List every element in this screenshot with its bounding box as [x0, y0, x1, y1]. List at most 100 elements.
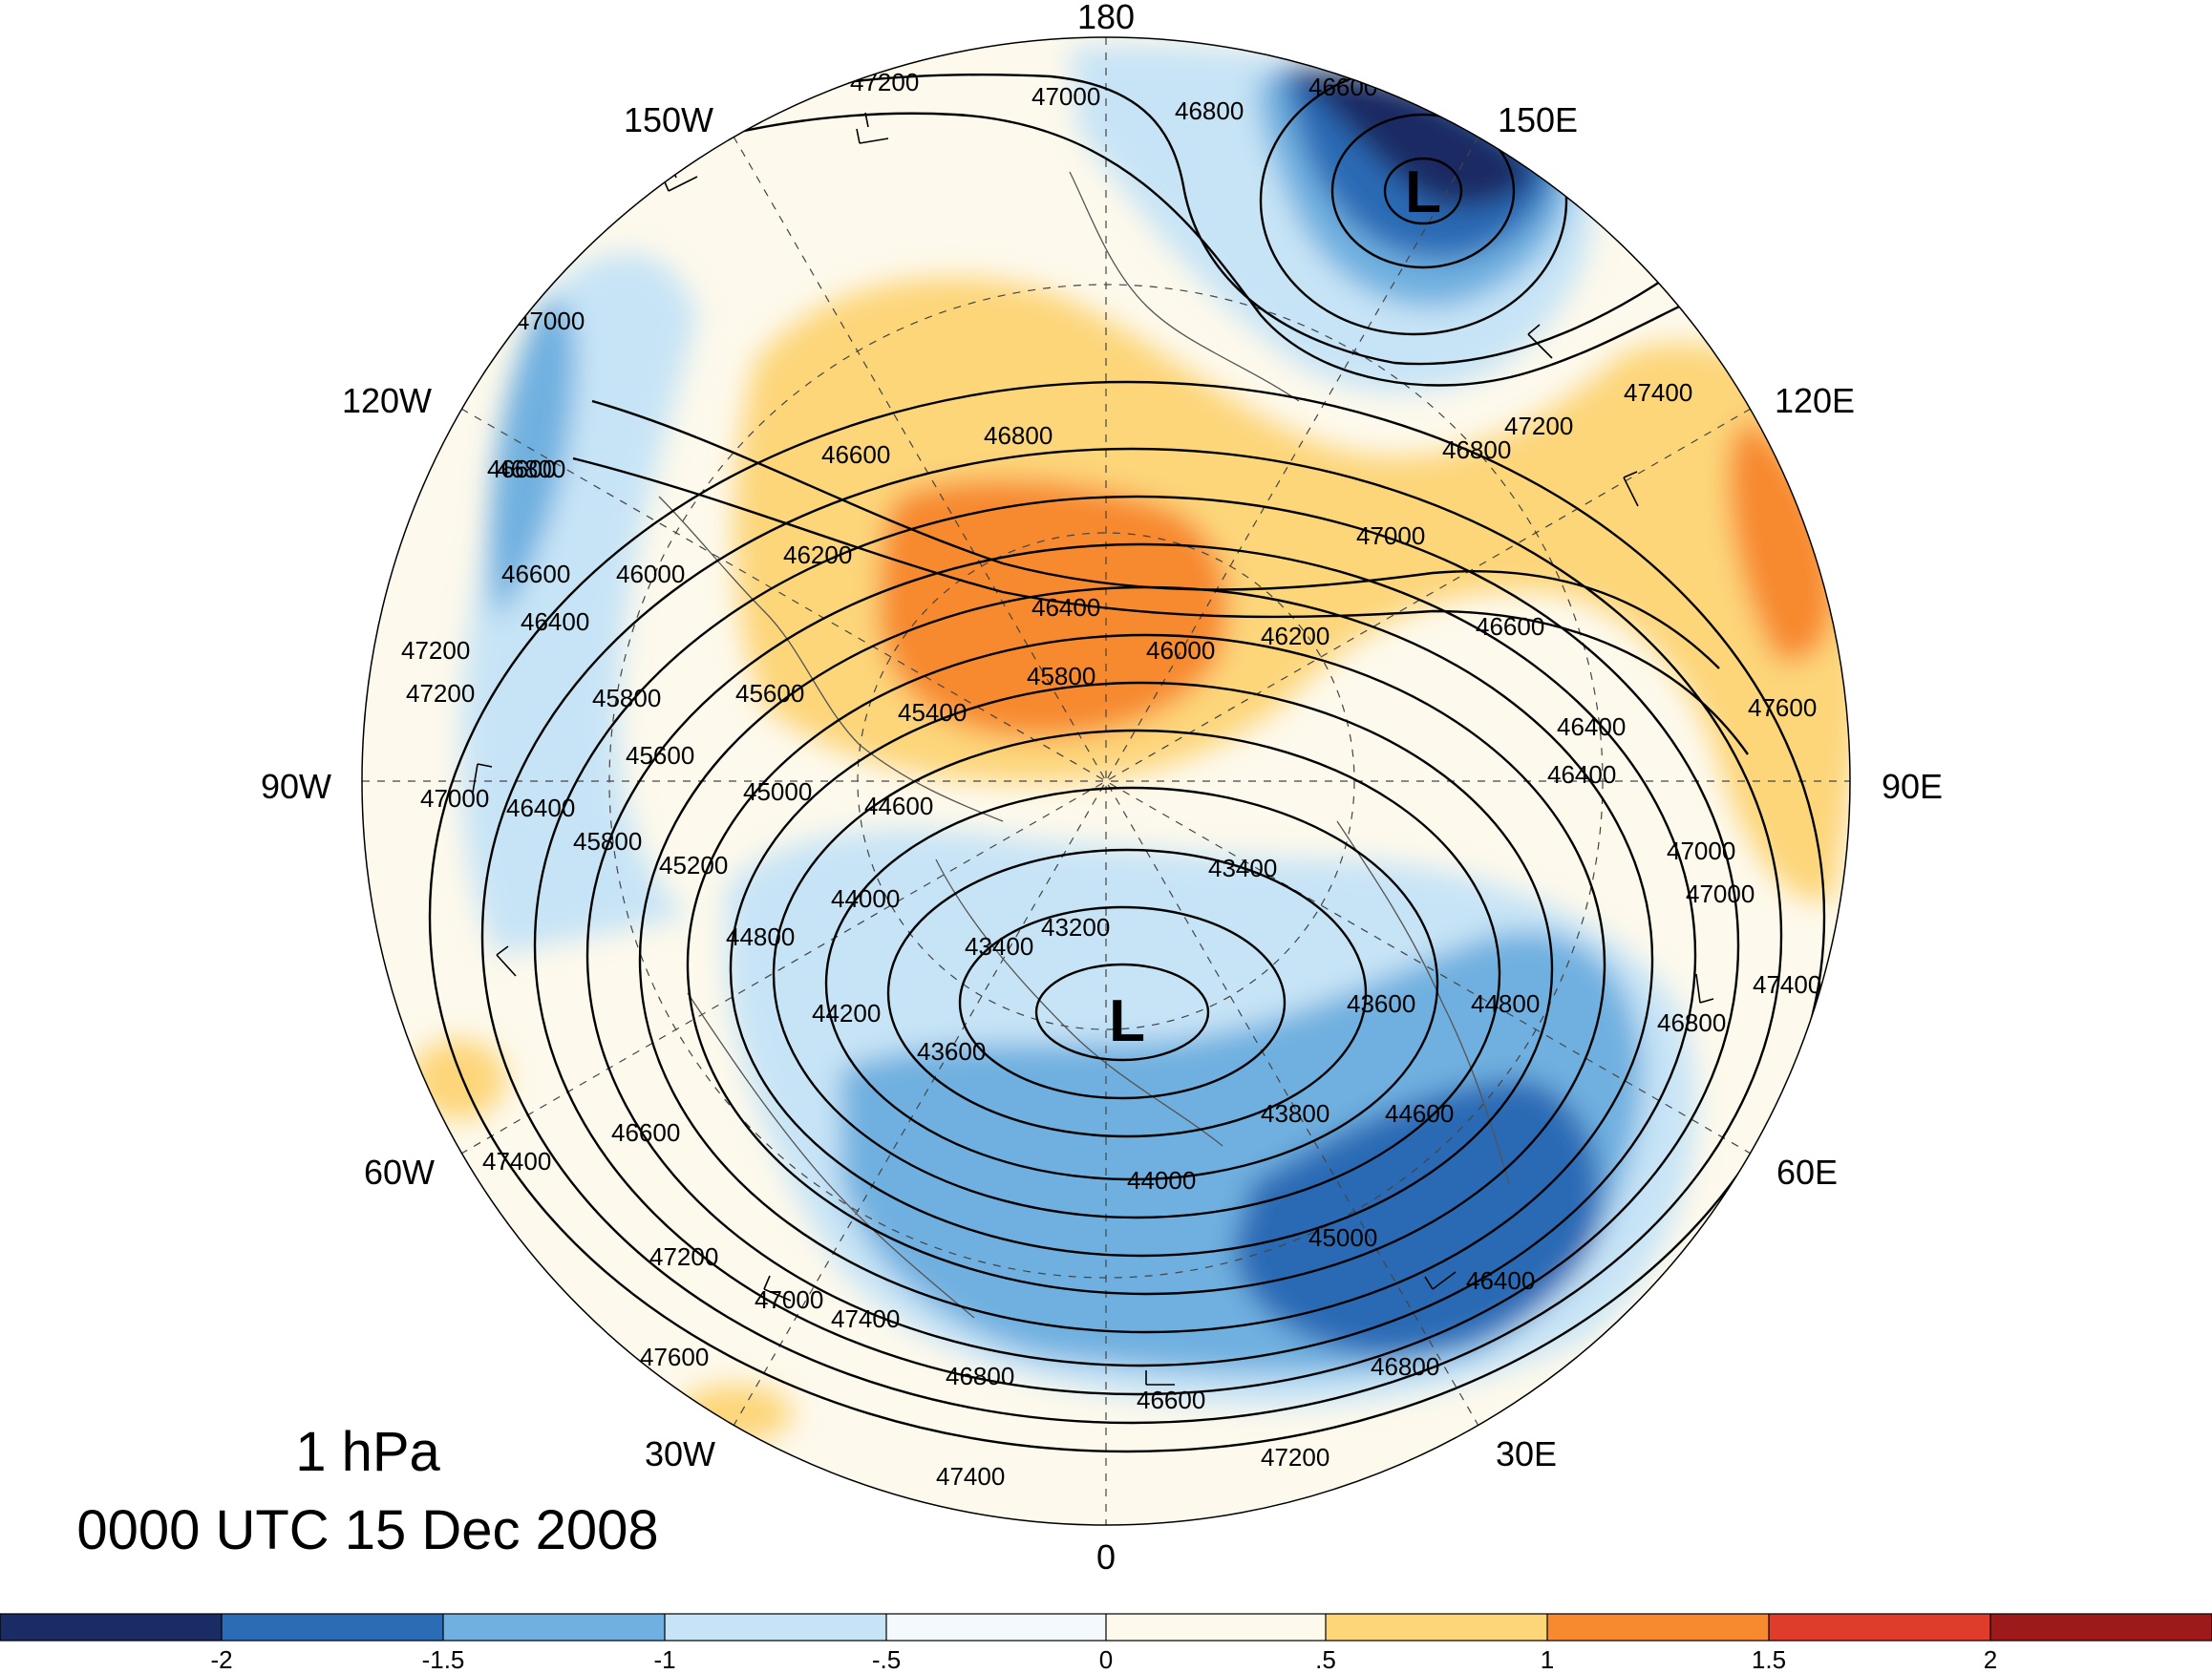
colorbar-bin — [1326, 1614, 1547, 1641]
shade-orange-east — [1729, 420, 1834, 662]
contour-label: 47000 — [1667, 837, 1735, 865]
shade-low-mid-blue — [1232, 1079, 1602, 1356]
contour-label: 47400 — [1753, 970, 1821, 999]
contour-label: 47400 — [1624, 378, 1692, 407]
contour-label: 47200 — [1504, 412, 1573, 440]
coastlines — [658, 171, 1510, 1319]
colorbar-bin — [1106, 1614, 1326, 1641]
colorbar: -2 -1.5 -1 -.5 0 .5 1 1.5 2 — [0, 1613, 2212, 1674]
contour-label: 46400 — [506, 794, 575, 822]
contour-label: 46800 — [1442, 435, 1511, 464]
contour-label: 47000 — [1032, 82, 1100, 111]
colorbar-bin — [886, 1614, 1106, 1641]
contour-label: 43400 — [965, 932, 1033, 961]
contour-labels: 47200 47000 46800 46600 46800 46600 4620… — [401, 68, 1821, 1491]
shading-layer: L L 47200 47000 46800 46600 46800 46600 … — [362, 37, 1850, 1525]
lon-label-60w: 60W — [364, 1153, 435, 1192]
contour-label: 46600 — [611, 1118, 680, 1147]
contour-label: 47200 — [406, 679, 475, 708]
contour-label: 46600 — [501, 560, 570, 588]
map-border — [361, 36, 1851, 1526]
contour-label: 46400 — [1466, 1266, 1535, 1295]
lon-label-30w: 30W — [645, 1434, 715, 1473]
contour-label: 46200 — [1261, 622, 1329, 650]
lon-label-180: 180 — [1077, 0, 1135, 36]
lon-label-90w: 90W — [261, 767, 331, 806]
lon-label-120w: 120W — [342, 381, 432, 420]
graticule — [362, 37, 1850, 1525]
colorbar-tick-label: -2 — [210, 1645, 232, 1674]
shade-west-blue — [489, 300, 576, 621]
contour-label: 47000 — [1356, 521, 1425, 550]
lon-label-30e: 30E — [1496, 1434, 1557, 1473]
contour-label: 45800 — [592, 684, 661, 712]
contour-label: 47400 — [936, 1462, 1005, 1491]
colorbar-tick-label: 2 — [1984, 1645, 1997, 1674]
contour-label: 45000 — [1308, 1223, 1377, 1252]
contour-label: 45400 — [898, 698, 967, 727]
contour-label: 47000 — [1686, 879, 1755, 908]
contour-label: 47600 — [640, 1343, 709, 1371]
contour-label: 46600 — [1308, 73, 1377, 101]
contour-label: 47200 — [1261, 1443, 1329, 1472]
colorbar-bin — [1769, 1614, 1990, 1641]
contour-label: 44000 — [1127, 1166, 1196, 1195]
contour-label: 46600 — [1476, 612, 1544, 641]
contour-label: 47000 — [420, 784, 489, 813]
contour-label: 47600 — [1748, 693, 1817, 722]
lon-label-0: 0 — [1096, 1537, 1116, 1577]
colorbar-tick-label: .5 — [1315, 1645, 1336, 1674]
contour-label: 46600 — [1137, 1386, 1205, 1414]
low-marker-north: L — [1405, 159, 1441, 225]
contour-label: 47000 — [516, 307, 585, 335]
lon-label-150w: 150W — [624, 100, 713, 139]
contour-label: 43800 — [1261, 1099, 1329, 1128]
contour-label: 46400 — [1032, 593, 1100, 622]
contour-label: 46000 — [616, 560, 685, 588]
contour-label: 45000 — [743, 777, 812, 806]
contour-label: 46800 — [1657, 1008, 1726, 1037]
contour-label: 43600 — [917, 1037, 986, 1066]
contour-label: 45800 — [573, 827, 642, 856]
contour-label: 47400 — [482, 1147, 551, 1176]
low-marker-center: L — [1109, 988, 1145, 1054]
colorbar-bin — [222, 1614, 443, 1641]
contour-label: 47200 — [850, 68, 919, 96]
contour-label: 44800 — [1471, 989, 1540, 1018]
colorbar-bin — [665, 1614, 886, 1641]
contour-label: 44200 — [812, 999, 881, 1028]
longitude-labels: 180 150W 150E 120W 120E 90W 90E 60W 60E … — [261, 0, 1943, 1577]
contour-label: 47000 — [755, 1285, 823, 1314]
colorbar-bin — [1990, 1614, 2212, 1641]
contour-label: 46800 — [497, 455, 565, 483]
contour-label: 46800 — [946, 1362, 1014, 1390]
contour-label: 46600 — [821, 440, 890, 469]
colorbar-tick-label: 1.5 — [1752, 1645, 1786, 1674]
colorbar-tick-marks — [221, 1614, 1991, 1641]
lon-label-150e: 150E — [1498, 100, 1578, 139]
shade-yellow-patch-sw — [678, 1385, 793, 1442]
colorbar-tick-label: -1 — [653, 1645, 675, 1674]
contour-label: 45200 — [659, 851, 728, 879]
contour-label: 44000 — [831, 884, 900, 913]
colorbar-tick-label: -1.5 — [422, 1645, 465, 1674]
contour-label: 47200 — [401, 636, 470, 665]
shade-top-dark-blue — [1289, 67, 1538, 208]
lon-label-90e: 90E — [1882, 767, 1943, 806]
colorbar-tick-label: 1 — [1541, 1645, 1554, 1674]
contour-label: 46800 — [1371, 1352, 1439, 1381]
contour-label: 45600 — [626, 741, 694, 770]
shade-yellow-patch-w — [411, 1039, 506, 1119]
contour-label: 45800 — [1027, 662, 1095, 690]
contour-label: 47400 — [831, 1304, 900, 1333]
contour-label: 46200 — [783, 540, 852, 569]
contour-label: 46400 — [1557, 712, 1626, 741]
contour-label: 45600 — [735, 679, 804, 708]
contour-label: 46400 — [521, 607, 589, 636]
contour-label: 46000 — [1146, 636, 1215, 665]
colorbar-bin — [443, 1614, 665, 1641]
title-level: 1 hPa — [295, 1421, 440, 1483]
title-datetime: 0000 UTC 15 Dec 2008 — [76, 1499, 658, 1561]
lon-label-120e: 120E — [1775, 381, 1855, 420]
